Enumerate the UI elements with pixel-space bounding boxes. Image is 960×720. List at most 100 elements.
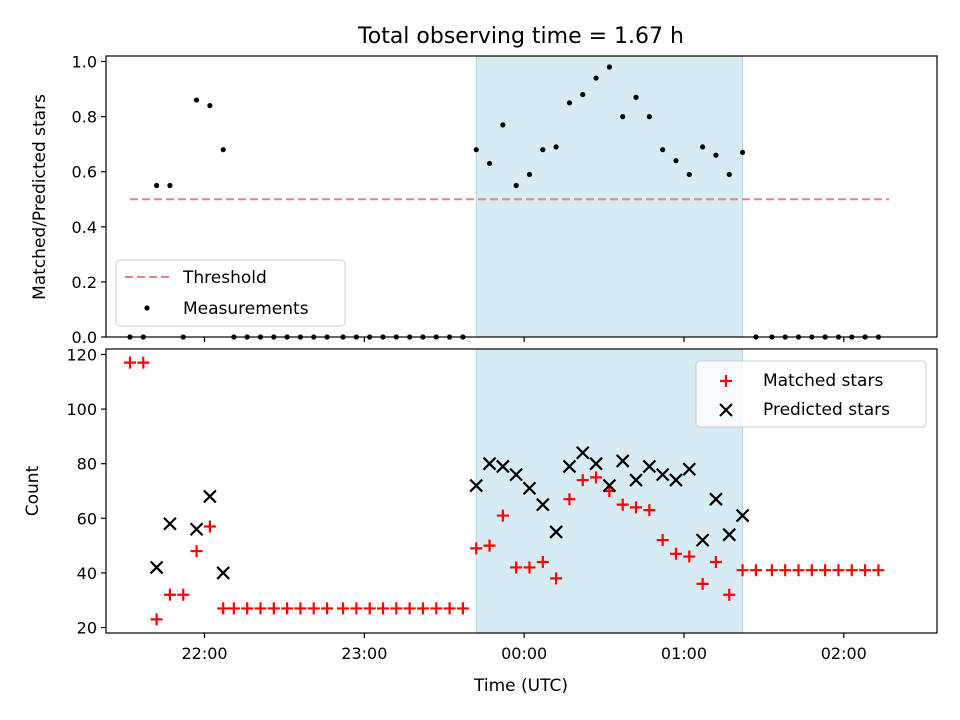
matched-star-point — [470, 542, 483, 555]
measurement-point — [473, 147, 479, 153]
matched-star-point — [872, 564, 885, 577]
measurement-point — [167, 182, 173, 189]
measurement-point — [486, 160, 493, 167]
matched-star-point — [683, 550, 696, 563]
measurement-point — [513, 182, 519, 189]
predicted-star-point — [522, 481, 537, 496]
top-legend-box — [115, 259, 346, 327]
predicted-star-point — [509, 467, 523, 482]
measurement-point — [500, 122, 506, 128]
legend-matched-label: Matched stars — [763, 371, 883, 391]
bottom-ticks: 20 40 60 80 100 120 22:00 23:00 00:00 01:00 02:00 — [66, 345, 866, 663]
legend-predicted-label: Predicted stars — [763, 400, 890, 420]
measurement-point — [566, 100, 573, 106]
matched-star-point — [805, 564, 818, 577]
matched-star-point — [736, 564, 749, 577]
matched-star-point — [281, 602, 294, 615]
x-tick-label: 22:00 — [181, 644, 227, 663]
matched-star-point — [337, 602, 350, 615]
matched-star-point — [163, 588, 176, 601]
predicted-star-point — [149, 560, 164, 575]
matched-star-point — [241, 602, 254, 615]
matched-star-point — [456, 602, 469, 615]
predicted-star-point — [589, 456, 603, 471]
measurement-point — [154, 182, 160, 189]
predicted-star-point — [615, 454, 630, 468]
matched-star-point — [363, 602, 376, 615]
measurement-point — [646, 114, 652, 120]
bottom-y-tick-label: 20 — [77, 619, 97, 638]
matched-star-point — [294, 602, 307, 615]
matched-star-point — [483, 539, 496, 552]
matched-star-point — [227, 602, 240, 615]
x-tick-label: 23:00 — [341, 644, 387, 663]
legend-threshold-label: Threshold — [182, 268, 267, 288]
x-tick-label: 01:00 — [661, 644, 707, 663]
legend-matched-swatch — [720, 375, 732, 387]
legend-measurements-swatch — [144, 305, 150, 311]
x-axis-label: Time (UTC) — [473, 676, 568, 696]
matched-star-point — [307, 602, 320, 615]
bottom-axes-frame — [105, 348, 938, 634]
predicted-star-point — [695, 533, 710, 547]
matched-star-point — [510, 561, 523, 574]
matched-star-point — [254, 602, 267, 615]
matched-star-point — [563, 493, 576, 506]
matched-star-point — [859, 564, 872, 577]
measurement-point — [620, 114, 626, 120]
matched-star-point — [669, 547, 682, 560]
measurement-point — [660, 147, 666, 153]
measurement-point — [673, 158, 679, 164]
matched-star-point — [190, 545, 203, 558]
predicted-star-point — [549, 525, 563, 539]
matched-star-point — [643, 504, 656, 517]
matched-star-point — [267, 602, 280, 615]
predicted-star-point — [669, 473, 683, 487]
matched-star-point — [765, 564, 778, 577]
measurement-point — [593, 75, 599, 81]
measurement-point — [713, 152, 719, 158]
matched-star-point — [630, 501, 643, 514]
matched-star-point — [832, 564, 845, 577]
matched-star-point — [403, 602, 416, 615]
matched-star-point — [350, 602, 363, 615]
matched-star-point — [792, 564, 805, 577]
predicted-star-point — [682, 462, 697, 476]
bottom-y-axis-label: Count — [23, 465, 43, 516]
top-plot-marks — [127, 64, 890, 340]
predicted-star-point — [562, 459, 577, 474]
bottom-y-tick-label: 120 — [66, 345, 97, 364]
matched-star-point — [150, 613, 163, 626]
matched-star-point — [696, 577, 709, 590]
measurement-point — [686, 171, 692, 178]
predicted-star-point — [575, 445, 590, 460]
bottom-y-tick-label: 80 — [77, 455, 97, 474]
predicted-star-point — [536, 497, 550, 512]
measurement-point — [580, 91, 586, 98]
predicted-star-point — [496, 459, 510, 474]
predicted-star-point — [735, 508, 750, 523]
bottom-y-tick-label: 40 — [77, 564, 97, 583]
matched-star-point — [523, 561, 536, 574]
matched-star-point — [496, 509, 509, 522]
matched-star-point — [177, 588, 190, 601]
top-y-tick-label: 1.0 — [72, 53, 97, 72]
matched-star-point — [123, 356, 136, 369]
bottom-legend: Matched stars Predicted stars — [695, 360, 927, 428]
predicted-star-point — [216, 566, 230, 580]
bottom-plot-marks — [123, 356, 885, 626]
bottom-legend-box — [695, 360, 927, 428]
measurement-point — [633, 94, 639, 100]
predicted-star-point — [203, 489, 217, 504]
predicted-star-point — [482, 456, 497, 471]
predicted-star-point — [189, 522, 204, 537]
predicted-star-point — [602, 478, 617, 493]
predicted-star-point — [722, 527, 737, 542]
bottom-y-tick-label: 100 — [66, 400, 97, 419]
matched-star-point — [749, 564, 762, 577]
bottom-y-tick-label: 60 — [77, 509, 97, 528]
legend-measurements-label: Measurements — [183, 299, 309, 319]
matched-star-point — [656, 534, 669, 547]
matched-star-point — [321, 602, 334, 615]
